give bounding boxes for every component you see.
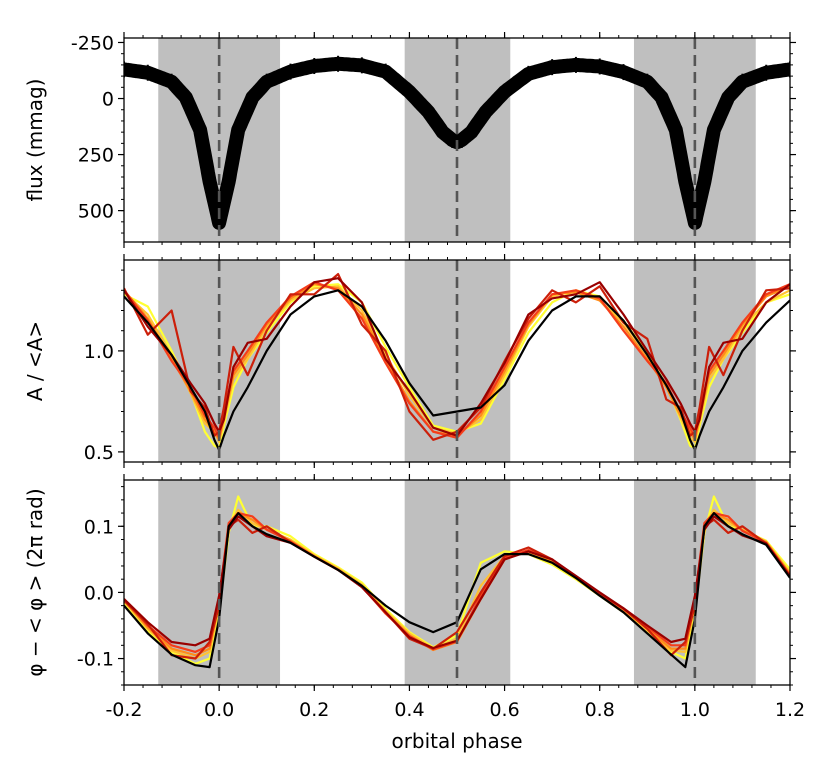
x-tick-label: 1.0 — [680, 699, 710, 721]
x-tick-label: -0.2 — [105, 699, 142, 721]
y-tick-label: -0.1 — [77, 649, 114, 671]
x-axis: -0.2 0.0 0.2 0.4 0.6 0.8 1.0 1.2 — [105, 699, 805, 721]
panel-frame — [123, 37, 791, 243]
x-tick-label: 0.2 — [299, 699, 329, 721]
y-axis-label: flux (mmag) — [23, 79, 47, 202]
x-tick-label: 0.4 — [394, 699, 424, 721]
y-tick-label: 0.5 — [84, 442, 114, 464]
panel-frame — [123, 479, 791, 686]
x-tick-label: 1.2 — [775, 699, 805, 721]
x-axis-label: orbital phase — [391, 729, 522, 753]
x-tick-label: 0.8 — [585, 699, 615, 721]
y-axis-label: φ − < φ > (2π rad) — [23, 488, 47, 676]
y-tick-label: 1.0 — [84, 341, 114, 363]
y-tick-label: -250 — [71, 32, 114, 54]
panel-frame — [123, 259, 791, 463]
y-tick-label: 500 — [78, 201, 114, 223]
flux-panel: -250 0 250 500 flux (mmag) — [23, 32, 796, 248]
y-tick-label: 0 — [102, 89, 114, 111]
y-tick-label: 0.1 — [84, 516, 114, 538]
phase-panel: -0.1 0.0 0.1 φ − < φ > (2π rad) — [23, 474, 796, 691]
y-axis-label: A / <A> — [23, 321, 47, 401]
x-tick-label: 0.0 — [204, 699, 234, 721]
x-tick-label: 0.6 — [489, 699, 519, 721]
y-tick-label: 250 — [78, 145, 114, 167]
amplitude-panel: 0.5 1.0 A / <A> — [23, 254, 796, 468]
y-tick-label: 0.0 — [84, 582, 114, 604]
